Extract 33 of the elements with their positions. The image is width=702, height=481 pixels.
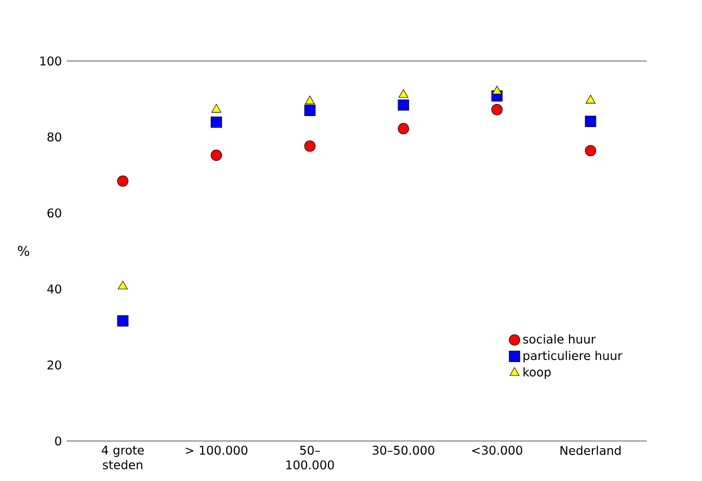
y-tick-label: 100 [40,56,62,66]
point [584,116,596,128]
point [210,150,222,161]
point [398,89,408,98]
x-tick-label: 30–50.000 [372,446,434,455]
y-tick-label: 80 [48,132,62,142]
x-tick-label: > 100.000 [186,446,248,455]
point [492,86,502,94]
point [118,280,128,290]
y-tick-label: 60 [48,208,62,218]
point [210,116,222,128]
point [117,315,128,327]
legend-label: particuliere huur [524,350,622,362]
point [304,104,316,116]
point [117,175,128,187]
point [211,104,222,113]
point [398,99,410,111]
x-tick-label: 50–100.000 [286,446,334,470]
x-tick-label: Nederland [560,446,621,455]
x-tick-label: <30.000 [472,446,522,455]
point [304,140,316,152]
point [491,104,503,116]
point [398,123,410,134]
x-tick-label: 4 grote steden [102,446,144,470]
y-tick-label: 20 [48,360,62,370]
legend-label: sociale huur [523,334,596,344]
y-tick-label: 0 [55,436,62,446]
y-tick-label: 40 [47,284,62,294]
point [586,94,596,104]
point [584,145,596,156]
y-axis-title: % [18,246,30,256]
point [305,96,315,104]
legend-label: koop [524,367,551,379]
